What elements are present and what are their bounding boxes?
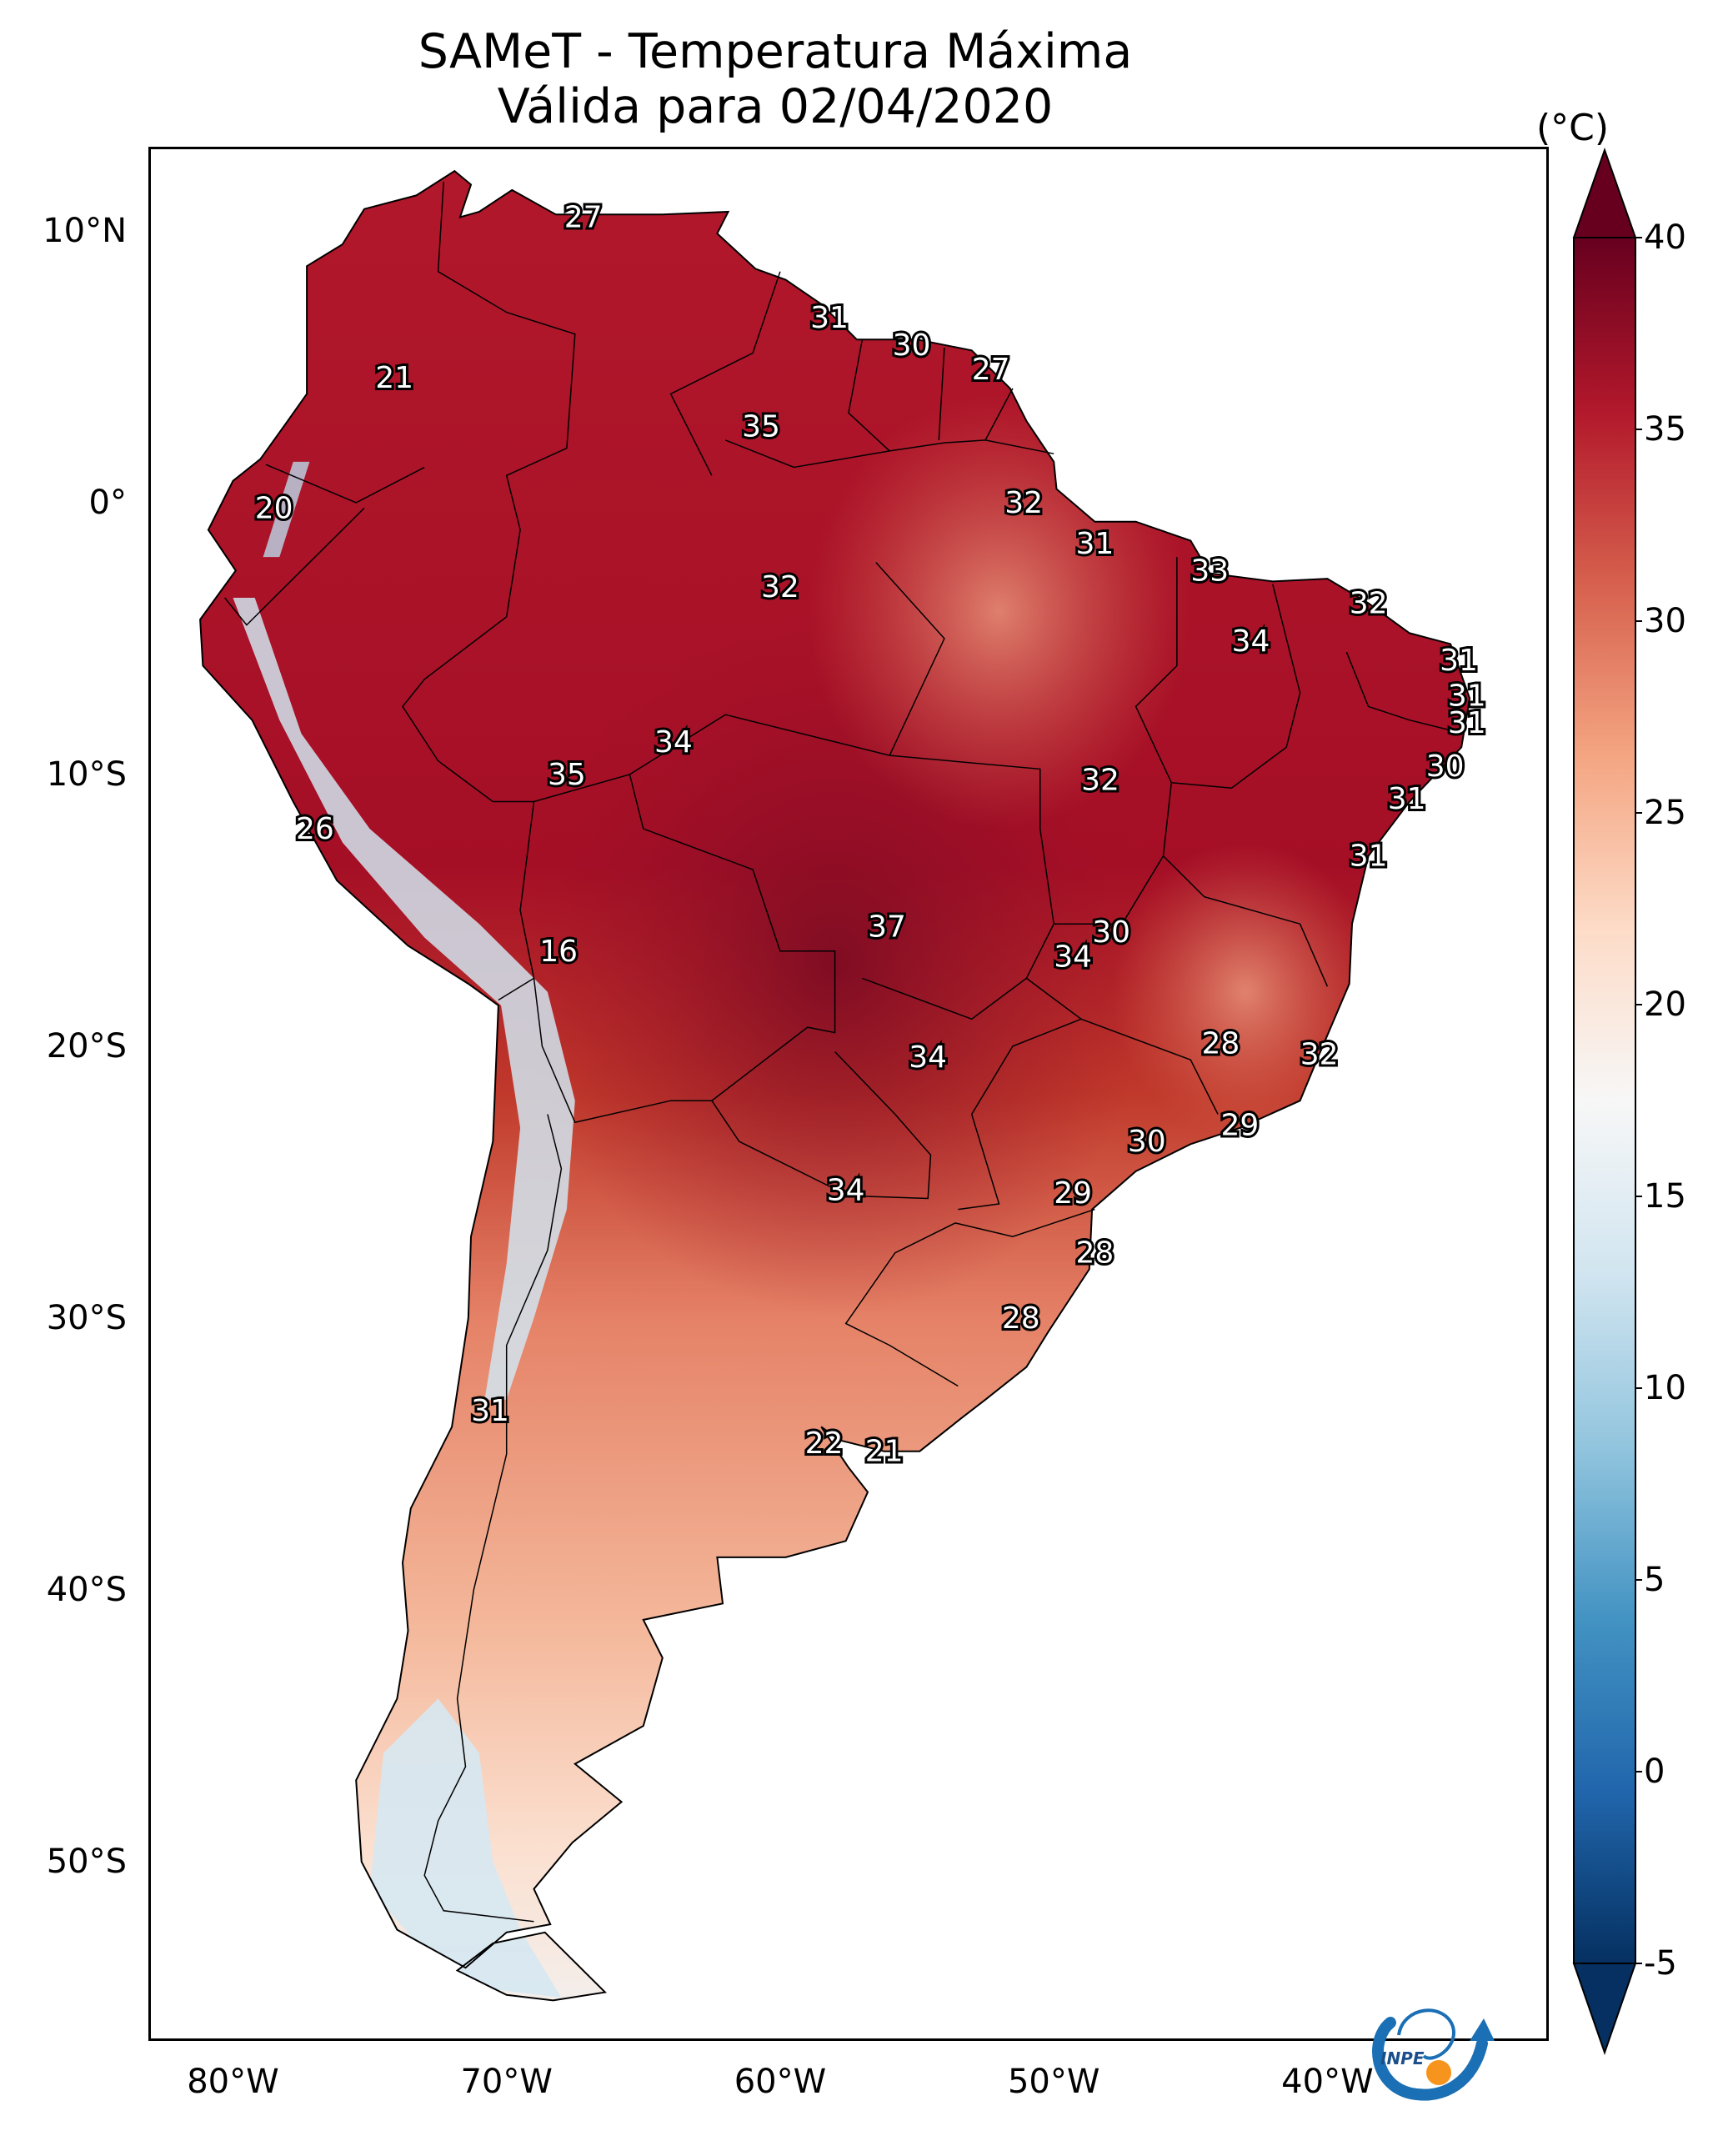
city-temp-label: 28 xyxy=(1075,1236,1114,1271)
border-line xyxy=(958,977,1083,1211)
colorbar-tick-label: 20 xyxy=(1644,985,1686,1024)
city-temp-label: 31 xyxy=(471,1394,509,1428)
colorbar-tick-label: 35 xyxy=(1644,410,1686,449)
colorbar-unit: (°C) xyxy=(1536,107,1610,149)
border-line xyxy=(533,773,836,1124)
border-line xyxy=(423,1114,563,1923)
city-temp-label: 32 xyxy=(1300,1038,1339,1072)
lat-tick-label: 10°S xyxy=(46,755,127,794)
city-temp-label: 31 xyxy=(1388,782,1426,816)
temperature-field xyxy=(200,171,1470,2001)
colorbar xyxy=(1572,147,1642,2056)
colorbar-tick-label: 0 xyxy=(1644,1752,1665,1791)
colorbar-tick-label: -5 xyxy=(1644,1944,1677,1983)
city-temp-label: 31 xyxy=(1350,840,1388,874)
city-temp-label: 31 xyxy=(1440,644,1478,678)
border-line xyxy=(402,616,535,1001)
lon-tick-label: 70°W xyxy=(460,2063,553,2101)
city-temp-label: 29 xyxy=(1054,1176,1092,1211)
city-temp-label: 27 xyxy=(564,201,603,235)
city-temp-label: 22 xyxy=(805,1426,844,1461)
temperature-map: 2721202616313130273532313332343131313031… xyxy=(199,169,1489,2002)
city-temp-label: 35 xyxy=(548,758,586,792)
border-line xyxy=(1080,1018,1219,1115)
colorbar-tick-label: 30 xyxy=(1644,602,1686,640)
city-temp-label: 30 xyxy=(1092,915,1130,950)
border-line xyxy=(224,507,365,626)
colorbar-min-extend xyxy=(1572,1963,1637,2056)
city-temp-label: 31 xyxy=(810,301,849,335)
inpe-logo: INPE xyxy=(1372,2008,1495,2101)
city-temp-label: 37 xyxy=(868,910,906,945)
border-line xyxy=(1204,895,1329,987)
city-temp-label: 28 xyxy=(1201,1027,1240,1061)
city-temp-label: 16 xyxy=(539,935,578,969)
colorbar-max-extend xyxy=(1572,147,1637,238)
colorbar-tick-label: 40 xyxy=(1644,218,1686,257)
border-line xyxy=(1171,584,1301,789)
lon-tick-label: 60°W xyxy=(734,2063,827,2101)
map-panel: 27 21 20 26 16 31 31 30 27 35 32 31 33 32 34 31 31 31 30 31… xyxy=(148,147,1549,2041)
city-temp-label: 32 xyxy=(1350,587,1388,621)
lon-tick-label: 80°W xyxy=(187,2063,279,2101)
city-temp-label: 21 xyxy=(865,1435,904,1469)
border-line xyxy=(265,464,425,504)
city-temp-label: 30 xyxy=(1426,750,1465,784)
coastline xyxy=(199,169,1471,2002)
city-temp-label: 29 xyxy=(1220,1109,1259,1143)
border-line xyxy=(1345,651,1465,735)
lat-tick-label: 10°N xyxy=(43,211,127,250)
city-temp-label: 32 xyxy=(761,570,799,604)
border-line xyxy=(938,347,945,440)
city-temp-label: 27 xyxy=(972,353,1010,387)
colorbar-tick-label: 5 xyxy=(1644,1561,1665,1599)
lon-tick-label: 40°W xyxy=(1281,2063,1374,2101)
city-temp-label: 35 xyxy=(742,410,780,444)
border-line xyxy=(1054,855,1165,925)
city-temp-label: 21 xyxy=(375,361,413,395)
city-temperature-labels: 2721202616313130273532313332343131313031… xyxy=(253,198,1489,1472)
lat-tick-label: 30°S xyxy=(46,1298,127,1337)
city-temp-label: 30 xyxy=(893,328,931,363)
city-temp-label: 30 xyxy=(1128,1125,1166,1159)
border-line xyxy=(984,388,1014,441)
border-line xyxy=(844,1222,959,1387)
colorbar-tick-label: 10 xyxy=(1644,1369,1686,1407)
city-temp-label: 34 xyxy=(909,1040,947,1075)
lat-tick-label: 40°S xyxy=(46,1571,127,1610)
border-line xyxy=(437,182,576,617)
city-temp-label: 33 xyxy=(1190,554,1229,588)
map-title: SAMeT - Temperatura Máxima xyxy=(418,24,1133,79)
lat-tick-label: 0° xyxy=(88,483,127,522)
lat-tick-label: 20°S xyxy=(46,1026,127,1065)
city-temp-label: 28 xyxy=(1002,1301,1040,1336)
country-borders xyxy=(224,182,1465,1923)
city-temp-label: 32 xyxy=(1004,486,1043,520)
city-temp-label: 31 xyxy=(1075,527,1114,561)
border-line xyxy=(711,1050,932,1200)
lon-tick-label: 50°W xyxy=(1007,2063,1100,2101)
border-line xyxy=(954,1208,1095,1237)
colorbar-tick-label: 15 xyxy=(1644,1177,1686,1216)
city-temp-label: 34 xyxy=(654,725,693,760)
border-line xyxy=(725,439,1054,469)
city-temp-label: 34 xyxy=(1232,624,1270,659)
city-temp-label: 34 xyxy=(1054,940,1092,974)
colorbar-tick-label: 25 xyxy=(1644,794,1686,832)
city-temp-label: 20 xyxy=(255,491,293,525)
border-line xyxy=(629,714,890,775)
city-temp-label: 32 xyxy=(1081,763,1119,797)
map-subtitle: Válida para 02/04/2020 xyxy=(497,79,1054,134)
city-temp-label: 31 xyxy=(1448,706,1486,740)
border-line xyxy=(848,339,890,452)
colorbar-ramp xyxy=(1573,237,1636,1964)
city-temp-label: 31 xyxy=(1448,679,1486,713)
city-temp-label: 34 xyxy=(827,1174,865,1208)
city-temp-label: 26 xyxy=(296,812,334,846)
border-line xyxy=(669,271,781,476)
svg-text:INPE: INPE xyxy=(1380,2048,1425,2068)
border-line xyxy=(1134,557,1205,898)
lat-tick-label: 50°S xyxy=(46,1843,127,1882)
